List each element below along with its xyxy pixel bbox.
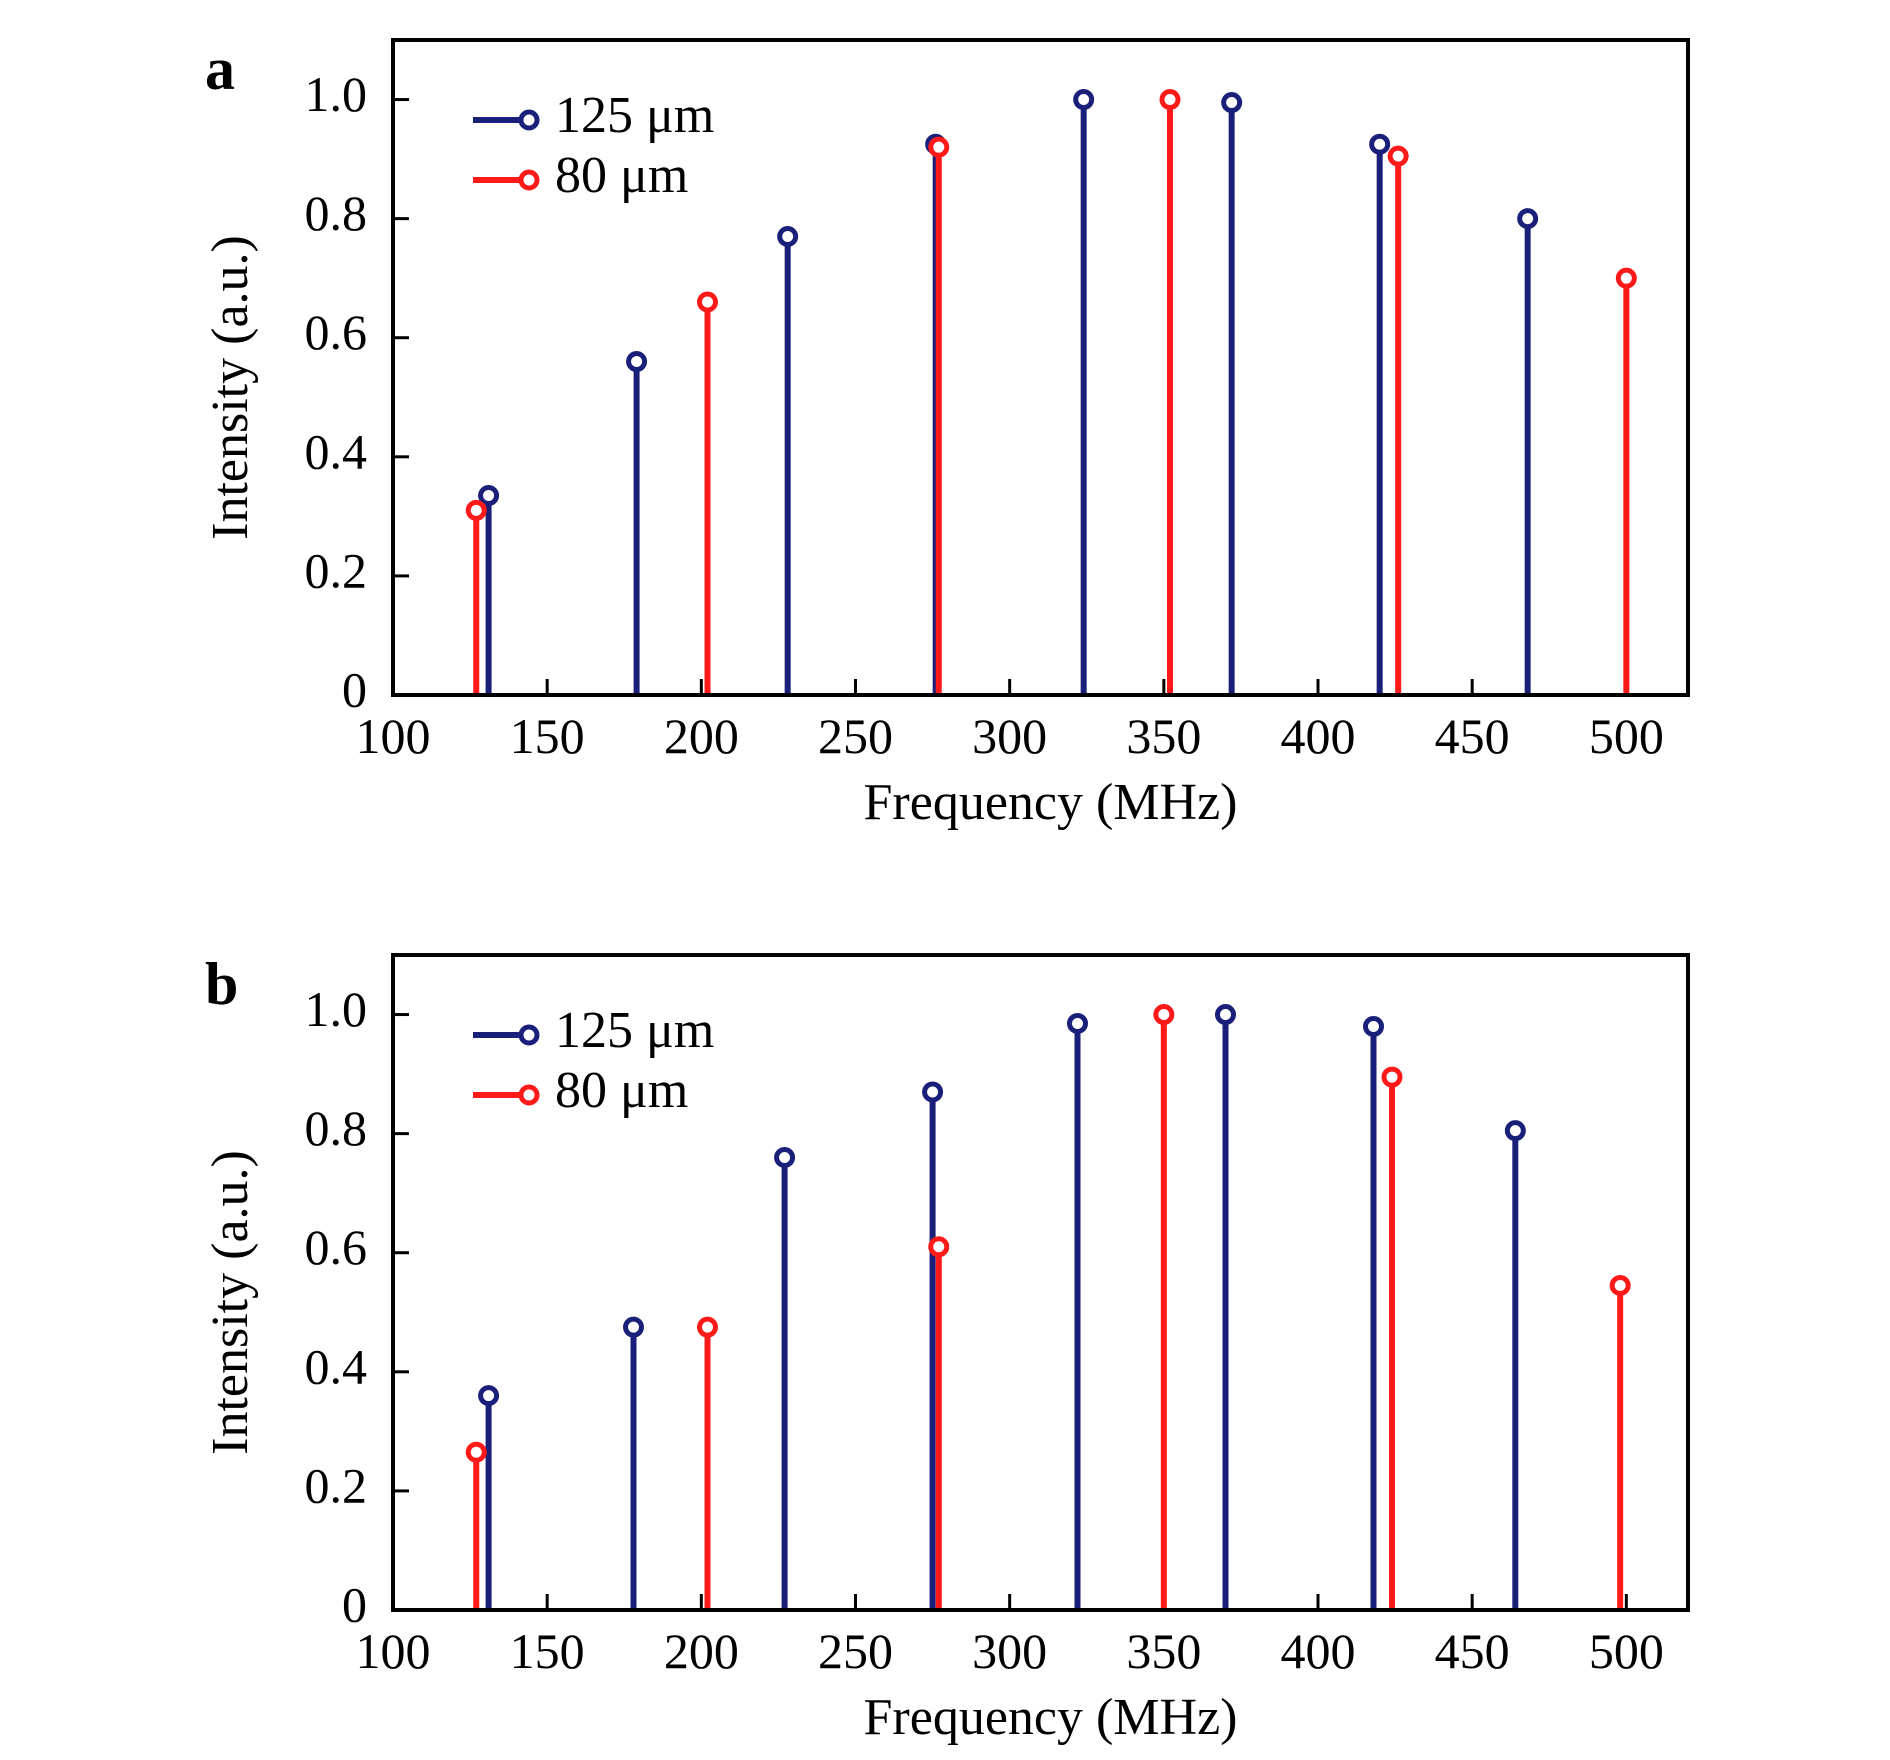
x-tick-label: 350 xyxy=(1126,1623,1201,1679)
x-tick-label: 300 xyxy=(972,708,1047,764)
y-tick-label: 0.4 xyxy=(305,1338,368,1394)
x-tick-label: 400 xyxy=(1281,1623,1356,1679)
panel-label: a xyxy=(205,36,235,102)
x-tick-label: 100 xyxy=(356,708,431,764)
y-tick-label: 0.8 xyxy=(305,1100,368,1156)
stem-marker xyxy=(928,136,950,158)
series-1 xyxy=(465,1004,1631,1610)
legend-label: 125 μm xyxy=(555,87,714,144)
x-tick-label: 250 xyxy=(818,1623,893,1679)
stem-marker xyxy=(478,485,500,507)
y-tick-label: 0.6 xyxy=(305,304,368,360)
stem-marker xyxy=(1073,89,1095,111)
legend-label: 125 μm xyxy=(555,1002,714,1059)
stem-marker xyxy=(1504,1120,1526,1142)
y-tick-label: 1.0 xyxy=(305,66,368,122)
chart-panel-b: b 100 150 200 250 300 350 400 450 500 0 0.2 0.4 0.6 0.… xyxy=(202,951,1690,1746)
stem-marker xyxy=(922,1081,944,1103)
stem-marker xyxy=(928,1236,950,1258)
legend-label: 80 μm xyxy=(555,1062,688,1119)
stem-marker xyxy=(1159,89,1181,111)
x-tick-label: 500 xyxy=(1589,708,1664,764)
y-tick-label: 0.2 xyxy=(305,542,368,598)
x-tick-label: 200 xyxy=(664,708,739,764)
y-axis-label: Intensity (a.u.) xyxy=(202,235,259,540)
stem-marker xyxy=(1215,1004,1236,1026)
stem-marker xyxy=(465,499,487,521)
legend-label: 80 μm xyxy=(555,147,688,204)
stem-marker xyxy=(697,1316,718,1338)
x-tick-label: 450 xyxy=(1435,1623,1510,1679)
legend-marker xyxy=(518,169,540,191)
stem-marker xyxy=(697,291,718,313)
y-tick-label: 0.4 xyxy=(305,423,368,479)
y-tick-label: 0 xyxy=(342,1576,367,1632)
y-tick-label: 0.8 xyxy=(305,185,368,241)
stem-marker xyxy=(1369,133,1391,155)
stem-marker xyxy=(1615,267,1637,289)
plot-frame xyxy=(391,38,1690,697)
stem-marker xyxy=(626,351,648,373)
stem-marker xyxy=(777,226,799,247)
stem-marker xyxy=(465,1441,487,1463)
series-0 xyxy=(478,1004,1526,1610)
x-tick-label: 150 xyxy=(510,1623,585,1679)
x-tick-label: 350 xyxy=(1126,708,1201,764)
x-axis-label: Frequency (MHz) xyxy=(864,774,1238,831)
stem-marker xyxy=(1381,1066,1403,1088)
stem-marker xyxy=(1067,1012,1088,1034)
y-tick-label: 1.0 xyxy=(305,981,368,1037)
legend-marker xyxy=(518,109,540,131)
y-tick-label: 0 xyxy=(342,661,367,717)
x-tick-label: 500 xyxy=(1589,1623,1664,1679)
stem-marker xyxy=(1609,1274,1631,1296)
stem-marker xyxy=(623,1316,644,1338)
stem-marker xyxy=(1387,145,1409,167)
chart-panel-a: a 100 150 200 250 300 350 400 450 500 0 0.2 0.4 0.6 0.… xyxy=(202,36,1690,831)
series-1 xyxy=(465,89,1637,695)
legend-marker xyxy=(518,1084,540,1106)
y-tick-label: 0.6 xyxy=(305,1219,368,1275)
stem-marker xyxy=(1221,92,1243,114)
x-tick-label: 250 xyxy=(818,708,893,764)
stem-marker xyxy=(1363,1015,1384,1037)
x-tick-label: 100 xyxy=(356,1623,431,1679)
x-tick-label: 200 xyxy=(664,1623,739,1679)
y-axis-label: Intensity (a.u.) xyxy=(202,1150,259,1455)
y-tick-label: 0.2 xyxy=(305,1457,368,1513)
x-tick-label: 150 xyxy=(510,708,585,764)
plot-frame xyxy=(391,953,1690,1612)
x-tick-label: 300 xyxy=(972,1623,1047,1679)
x-tick-label: 450 xyxy=(1435,708,1510,764)
x-tick-label: 400 xyxy=(1281,708,1356,764)
stem-marker xyxy=(478,1385,500,1407)
stem-marker xyxy=(1517,208,1539,230)
x-axis-label: Frequency (MHz) xyxy=(864,1689,1238,1746)
stem-marker xyxy=(774,1146,796,1168)
panel-label: b xyxy=(205,951,238,1017)
stem-marker xyxy=(1153,1004,1175,1026)
legend-marker xyxy=(518,1024,540,1046)
